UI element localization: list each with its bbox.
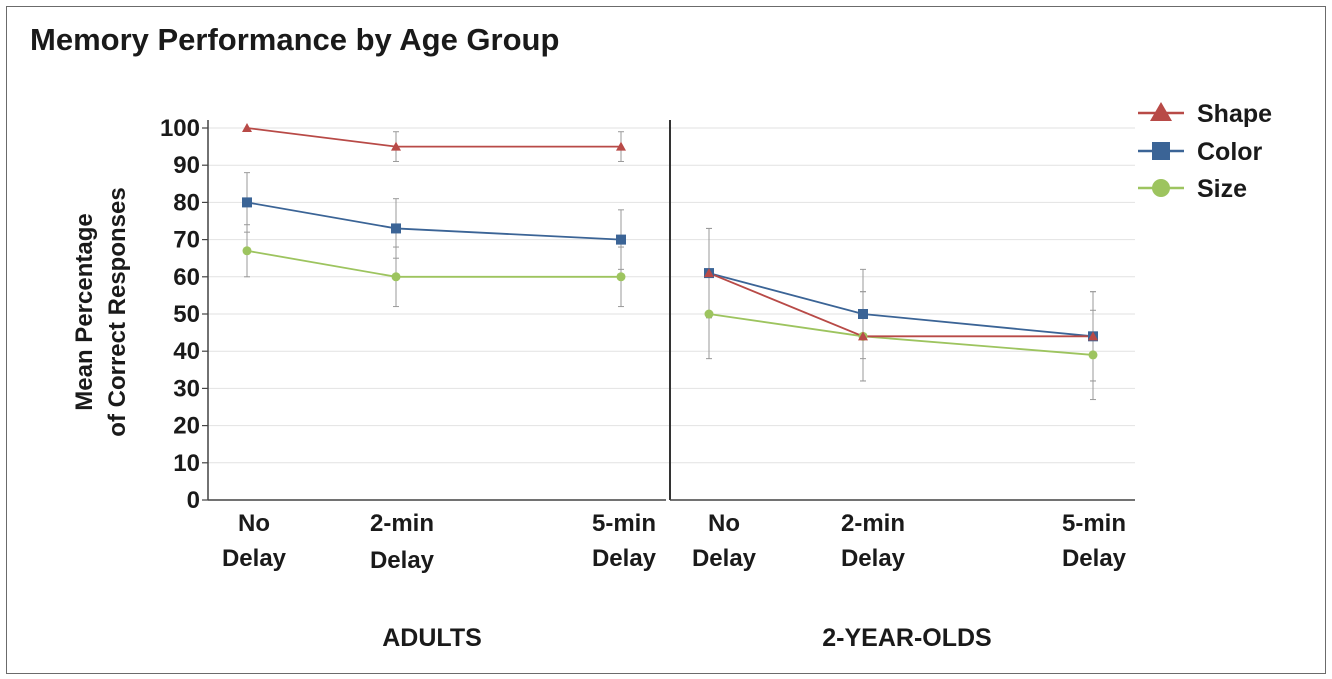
x-tick-label: 5-min (1062, 510, 1126, 537)
x-tick-label: Delay (692, 545, 757, 572)
chart-title: Memory Performance by Age Group (30, 22, 560, 57)
y-axis-label: of Correct Responses (104, 187, 131, 436)
x-tick-label: No (708, 510, 740, 537)
chart-frame (6, 6, 1326, 674)
x-tick-label: No (238, 510, 270, 537)
series-line-color (708, 272, 1094, 338)
panel-label: ADULTS (382, 624, 482, 652)
series-line-shape (708, 272, 1093, 338)
legend-label-color: Color (1197, 138, 1263, 166)
y-tick-label: 100 (160, 115, 200, 142)
data-point-size (616, 272, 626, 282)
data-point-shape (858, 331, 868, 341)
y-tick-label: 20 (173, 413, 200, 440)
y-tick-label: 40 (173, 338, 200, 365)
y-tick-label: 30 (173, 375, 200, 402)
data-point-color (616, 234, 626, 245)
x-tick-label: Delay (841, 545, 906, 572)
x-tick-label: Delay (1062, 545, 1127, 572)
data-point-shape (391, 141, 401, 151)
x-tick-label: Delay (370, 547, 435, 574)
data-point-color (858, 309, 868, 319)
data-point-shape (1088, 331, 1098, 341)
y-tick-label: 0 (187, 487, 200, 514)
y-tick-label: 10 (173, 450, 200, 477)
series-line-size (708, 313, 1094, 356)
x-tick-label: Delay (222, 545, 287, 572)
y-tick-label: 80 (173, 189, 200, 216)
data-point-shape (242, 123, 252, 132)
panel-label: 2-YEAR-OLDS (822, 624, 991, 652)
legend-marker-size (1152, 179, 1170, 197)
series-line-color (246, 201, 622, 241)
x-tick-label: Delay (592, 545, 657, 572)
y-tick-label: 60 (173, 264, 200, 291)
data-point-shape (616, 141, 626, 151)
x-tick-label: 5-min (592, 510, 656, 537)
data-point-color (242, 197, 252, 208)
data-point-size (1088, 350, 1098, 360)
legend-label-shape: Shape (1197, 100, 1272, 128)
y-tick-label: 70 (173, 227, 200, 254)
legend-label-size: Size (1197, 175, 1247, 203)
x-tick-label: 2-min (841, 510, 905, 537)
x-tick-label: 2-min (370, 510, 434, 537)
data-point-size (704, 309, 714, 319)
y-axis-label: Mean Percentage (71, 213, 98, 410)
y-tick-label: 50 (173, 301, 200, 328)
data-point-size (391, 272, 401, 282)
data-point-size (242, 246, 252, 256)
data-point-shape (704, 268, 714, 278)
series-line-shape (246, 127, 621, 148)
series-line-size (246, 249, 621, 278)
y-tick-label: 90 (173, 152, 200, 179)
legend-marker-shape (1150, 102, 1172, 121)
data-point-color (391, 223, 401, 234)
legend-marker-color (1152, 142, 1170, 160)
